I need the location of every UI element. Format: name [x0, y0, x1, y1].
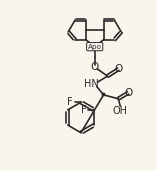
- Text: HN: HN: [84, 79, 99, 89]
- Text: OH: OH: [113, 106, 128, 116]
- Text: F: F: [81, 105, 86, 115]
- Text: F: F: [67, 97, 73, 107]
- Text: Apo: Apo: [88, 44, 102, 50]
- Text: O: O: [91, 62, 99, 72]
- Text: O: O: [114, 64, 122, 74]
- Text: O: O: [124, 88, 132, 98]
